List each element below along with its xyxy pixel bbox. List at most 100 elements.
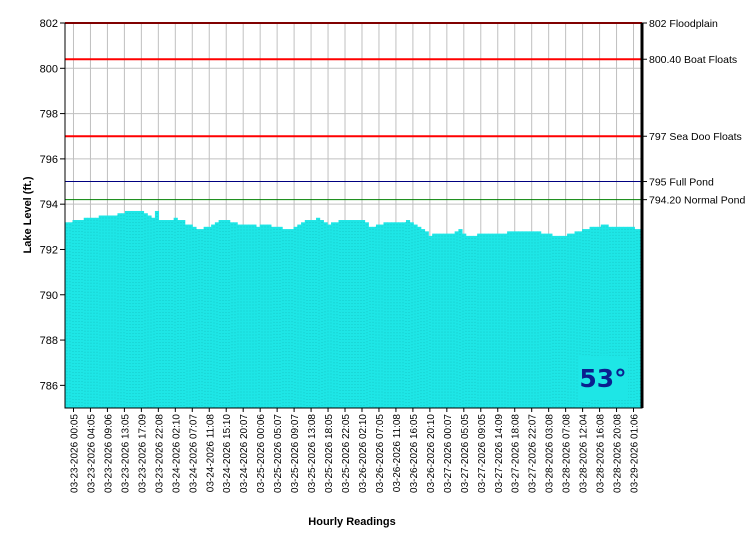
- lake-level-bar: [169, 220, 175, 408]
- lake-level-bar: [196, 229, 201, 408]
- lake-level-bar: [121, 213, 126, 408]
- x-tick-label: 03-24-2026 20:07: [239, 414, 250, 493]
- lake-level-bar: [128, 210, 133, 408]
- lake-level-bar: [263, 224, 268, 408]
- lake-level-bar: [424, 231, 429, 408]
- x-axis-title: Hourly Readings: [308, 516, 395, 528]
- lake-level-bar: [274, 226, 279, 408]
- x-tick-label: 03-24-2026 02:10: [171, 414, 182, 493]
- lake-level-bar: [499, 233, 504, 408]
- lake-level-bar: [514, 231, 519, 408]
- lake-level-bar: [529, 231, 534, 408]
- lake-level-bar: [450, 233, 456, 408]
- x-tick-label: 03-29-2026 01:06: [630, 414, 641, 493]
- lake-level-bar: [604, 224, 609, 408]
- lake-level-area-layer: [65, 210, 643, 408]
- lake-level-bar: [297, 224, 302, 408]
- lake-level-bar: [319, 220, 324, 408]
- lake-level-bar: [282, 229, 287, 408]
- lake-level-bar: [510, 231, 516, 408]
- lake-level-bar: [368, 226, 373, 408]
- lake-level-bar: [597, 226, 602, 408]
- lake-level-bar: [233, 222, 238, 408]
- x-tick-label: 03-26-2026 11:08: [392, 414, 403, 493]
- x-tick-label: 03-23-2026 13:05: [120, 414, 131, 493]
- lake-level-bar: [375, 224, 381, 408]
- lake-level-bar: [608, 226, 613, 408]
- y-axis-title: Lake Level (ft.): [22, 176, 34, 253]
- lake-level-bar: [567, 233, 572, 408]
- lake-level-bar: [267, 224, 272, 408]
- lake-level-bar: [600, 224, 605, 408]
- reference-label: 797 Sea Doo Floats: [649, 131, 742, 143]
- x-tick-label: 03-28-2026 07:08: [562, 414, 573, 493]
- lake-level-bar: [184, 224, 190, 408]
- y-tick-label: 796: [40, 154, 58, 166]
- x-tick-label: 03-25-2026 05:07: [273, 414, 284, 493]
- y-axis-ticks: 786 788 790 792 794 796 798 800 802: [40, 18, 65, 392]
- lake-level-bar: [226, 220, 231, 408]
- lake-level-bar: [372, 226, 377, 408]
- lake-level-bar: [383, 222, 388, 408]
- lake-level-bar: [241, 224, 246, 408]
- lake-level-bar: [203, 226, 208, 408]
- lake-level-bar: [454, 231, 459, 408]
- reference-label: 795 Full Pond: [649, 177, 714, 189]
- lake-level-bar: [552, 235, 557, 408]
- x-tick-label: 03-23-2026 17:09: [137, 414, 148, 493]
- lake-level-bar: [83, 217, 88, 408]
- y-tick-label: 802: [40, 18, 58, 30]
- x-tick-label: 03-25-2026 18:05: [324, 414, 335, 493]
- lake-level-bar: [390, 222, 396, 408]
- lake-level-bar: [76, 220, 81, 408]
- lake-level-bar: [555, 235, 560, 408]
- x-tick-label: 03-25-2026 13:08: [307, 414, 318, 493]
- lake-level-bar: [544, 233, 549, 408]
- x-axis-ticks: 03-23-2026 00:05 03-23-2026 04:05 03-23-20…: [69, 408, 641, 493]
- lake-level-bar: [465, 235, 471, 408]
- y-tick-label: 798: [40, 109, 58, 121]
- lake-level-bar: [117, 213, 122, 408]
- reference-label: 800.40 Boat Floats: [649, 54, 737, 66]
- lake-level-bar: [259, 224, 264, 408]
- x-tick-label: 03-27-2026 22:07: [528, 414, 539, 493]
- lake-level-bar: [162, 220, 167, 408]
- lake-level-bar: [237, 224, 242, 408]
- lake-level-bar: [316, 217, 321, 408]
- lake-level-bar: [619, 226, 624, 408]
- lake-level-bar: [181, 220, 186, 408]
- lake-level-bar: [338, 220, 343, 408]
- lake-level-bar: [533, 231, 538, 408]
- lake-level-bar: [525, 231, 530, 408]
- lake-level-bar: [540, 233, 545, 408]
- x-tick-label: 03-25-2026 22:05: [341, 414, 352, 493]
- lake-level-bar: [428, 235, 433, 408]
- lake-level-bar: [484, 233, 489, 408]
- lake-level-bar: [91, 217, 96, 408]
- lake-level-bar: [447, 233, 452, 408]
- x-tick-label: 03-27-2026 18:08: [511, 414, 522, 493]
- lake-level-bar: [278, 226, 283, 408]
- lake-level-bar: [623, 226, 628, 408]
- lake-level-bar: [488, 233, 493, 408]
- lake-level-bar: [192, 226, 197, 408]
- x-tick-label: 03-26-2026 16:05: [409, 414, 420, 493]
- x-tick-label: 03-27-2026 00:07: [443, 414, 454, 493]
- lake-level-bar: [563, 235, 568, 408]
- lake-level-bar: [458, 229, 463, 408]
- reference-label: 802 Floodplain: [649, 18, 718, 30]
- lake-level-bar: [256, 226, 261, 408]
- lake-level-bar: [68, 222, 73, 408]
- lake-level-bar: [630, 226, 635, 408]
- lake-level-bar: [585, 229, 590, 408]
- lake-level-bar: [627, 226, 632, 408]
- lake-level-bar: [244, 224, 249, 408]
- lake-level-bar: [435, 233, 441, 408]
- lake-level-bar: [548, 233, 553, 408]
- reference-label: 794.20 Normal Pond: [649, 195, 745, 207]
- x-tick-label: 03-28-2026 16:08: [596, 414, 607, 493]
- x-tick-label: 03-23-2026 22:08: [154, 414, 165, 493]
- x-tick-label: 03-24-2026 11:08: [205, 414, 216, 493]
- lake-level-bar: [177, 220, 182, 408]
